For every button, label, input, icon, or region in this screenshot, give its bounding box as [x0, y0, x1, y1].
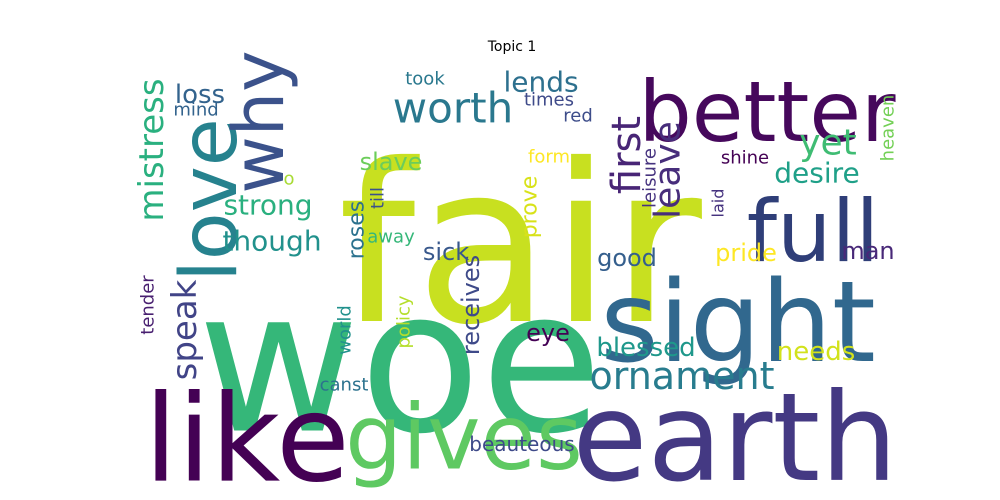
word-canst: canst	[320, 375, 369, 396]
word-leisure: leisure	[640, 148, 661, 208]
word-yet: yet	[799, 123, 857, 164]
word-away: away	[367, 227, 415, 248]
word-roses: roses	[345, 201, 370, 259]
word-laid: laid	[709, 189, 728, 218]
word-blessed: blessed	[596, 333, 695, 363]
word-first: first	[604, 116, 650, 194]
word-loss: loss	[175, 80, 225, 110]
word-strong: strong	[223, 189, 312, 222]
word-ornament: ornament	[590, 354, 775, 398]
word-till: till	[368, 187, 389, 209]
word-o: o	[283, 169, 294, 190]
word-shine: shine	[721, 148, 769, 169]
word-like: like	[144, 371, 350, 500]
word-good: good	[597, 244, 657, 272]
word-desire: desire	[774, 157, 860, 190]
word-lends: lends	[503, 66, 578, 99]
word-took: took	[405, 69, 445, 90]
word-sick: sick	[423, 238, 469, 266]
word-eye: eye	[526, 319, 570, 347]
word-worth: worth	[393, 84, 513, 133]
word-mistress: mistress	[132, 78, 172, 221]
word-why: why	[218, 50, 300, 193]
word-red: red	[563, 106, 593, 127]
word-needs: needs	[777, 337, 856, 367]
word-slave: slave	[360, 148, 423, 176]
word-speak: speak	[165, 279, 205, 380]
word-form: form	[528, 147, 570, 168]
word-sight: sight	[600, 258, 875, 388]
word-receives: receives	[457, 255, 485, 355]
word-heaven: heaven	[878, 95, 899, 162]
word-woe: woe	[198, 247, 603, 478]
word-earth: earth	[572, 367, 897, 500]
word-tender: tender	[138, 275, 159, 335]
word-love: love	[165, 118, 255, 282]
word-times: times	[524, 90, 574, 111]
word-better: better	[638, 63, 896, 161]
word-mind: mind	[173, 100, 218, 121]
word-gives: gives	[345, 386, 583, 491]
word-full: full	[747, 182, 880, 282]
word-fair: fair	[338, 117, 702, 373]
chart-title: Topic 1	[487, 39, 537, 55]
word-prove: prove	[518, 176, 543, 239]
word-leave: leave	[648, 121, 689, 219]
word-man: man	[841, 237, 894, 265]
word-pride: pride	[715, 239, 777, 267]
word-beauteous: beauteous	[469, 432, 574, 456]
word-though: though	[222, 225, 321, 258]
word-world: world	[335, 305, 356, 355]
word-policy: policy	[394, 295, 415, 348]
